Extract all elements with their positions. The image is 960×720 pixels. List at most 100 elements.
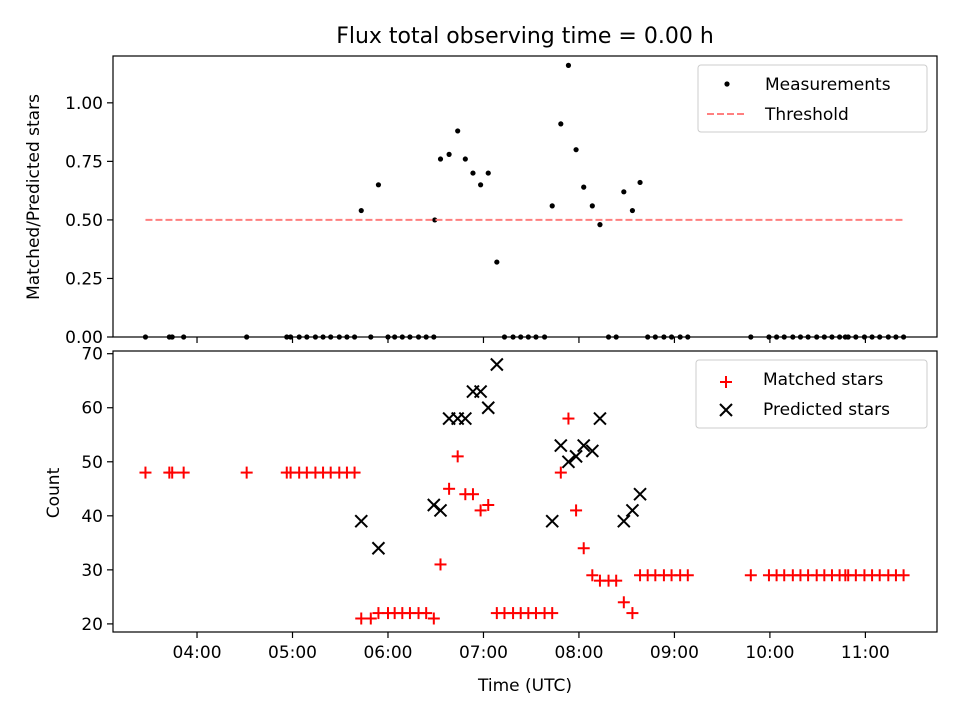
measurements-point xyxy=(589,203,595,209)
bottom-panel-y-tick-label: 40 xyxy=(81,507,103,527)
predicted-stars-point xyxy=(481,401,495,415)
measurements-point xyxy=(437,156,444,162)
bottom-panel-x-tick-label: 09:00 xyxy=(650,643,699,663)
bottom-panel-x-tick-label: 04:00 xyxy=(173,643,222,663)
measurements-point xyxy=(485,170,491,176)
predicted-stars-point xyxy=(577,438,591,453)
measurements-point xyxy=(494,259,500,265)
legend-matched-stars-label: Matched stars xyxy=(763,370,883,390)
predicted-stars-point xyxy=(354,514,368,528)
matched-stars-point xyxy=(586,569,599,582)
bottom-panel-y-tick-label: 60 xyxy=(81,399,103,419)
top-panel-y-axis-label: Matched/Predicted stars xyxy=(24,94,44,300)
measurements-point xyxy=(629,207,636,214)
legend-measurements-label: Measurements xyxy=(765,75,891,95)
top-panel-frame xyxy=(112,55,938,338)
measurements-point xyxy=(549,203,555,209)
bottom-panel-x-axis-label: Time (UTC) xyxy=(477,676,572,696)
measurements-point xyxy=(558,121,564,127)
predicted-stars-point xyxy=(473,384,488,399)
predicted-stars-point xyxy=(617,514,631,528)
measurements-point xyxy=(565,62,572,68)
legend-predicted-stars-marker xyxy=(719,403,733,417)
top-panel-legend-box xyxy=(697,64,928,133)
matched-stars-point xyxy=(443,482,456,495)
matched-stars-point xyxy=(897,569,910,582)
predicted-stars-point xyxy=(593,411,607,426)
bottom-panel-y-tick-label: 20 xyxy=(81,615,103,635)
top-panel-y-tick-label: 0.75 xyxy=(65,152,103,172)
top-panel-axes: 0.00 0.25 0.50 0.75 1.00 xyxy=(65,94,866,348)
top-panel-legend: Measurements Threshold xyxy=(697,64,928,133)
matched-stars-point xyxy=(744,569,757,582)
bottom-panel-x-tick-label: 06:00 xyxy=(363,643,412,663)
legend-measurements-marker xyxy=(724,81,730,87)
top-panel-y-tick-label: 0.50 xyxy=(65,211,103,231)
bottom-panel-x-tick-label: 11:00 xyxy=(841,643,890,663)
predicted-stars-point xyxy=(554,438,568,453)
bottom-panel-y-axis-label: Count xyxy=(44,467,64,518)
bottom-panel-legend: Matched stars Predicted stars xyxy=(695,359,928,429)
predicted-stars-point xyxy=(561,455,576,469)
bottom-panel-y-tick-label: 30 xyxy=(81,561,103,581)
top-panel: 0.00 0.25 0.50 0.75 1.00 Matched/Predicted s… xyxy=(24,55,938,348)
matched-stars-point xyxy=(451,450,464,463)
measurements-point xyxy=(358,207,364,214)
matched-stars-point xyxy=(427,612,440,625)
matched-stars-point xyxy=(474,504,487,517)
bottom-panel-axes: 20 30 40 50 60 70 04:00 05:00 06:00 07:00 08:00 09:… xyxy=(81,345,890,663)
predicted-stars-point xyxy=(569,449,583,464)
matched-stars-point xyxy=(610,574,623,587)
matched-stars-point xyxy=(466,488,479,501)
matched-stars-point xyxy=(482,499,495,512)
bottom-panel-x-tick-label: 08:00 xyxy=(554,643,603,663)
top-panel-y-tick-label: 0.25 xyxy=(65,269,103,289)
bottom-panel-y-tick-label: 50 xyxy=(81,453,103,473)
top-panel-y-tick-label: 1.00 xyxy=(65,94,103,114)
measurements-point xyxy=(470,170,476,176)
bottom-panel-frame xyxy=(112,350,938,633)
legend-predicted-stars-label: Predicted stars xyxy=(763,400,890,420)
bottom-panel-x-tick-label: 10:00 xyxy=(745,643,794,663)
matched-stars-point xyxy=(434,558,447,571)
matched-stars-point xyxy=(570,504,583,517)
predicted-stars-point xyxy=(371,541,386,555)
measurements-point xyxy=(637,179,643,186)
matched-stars-point xyxy=(348,466,361,479)
measurements-point xyxy=(573,147,579,153)
measurements-point xyxy=(621,189,627,195)
matched-stars-point xyxy=(420,607,433,620)
matched-stars-point xyxy=(577,542,590,555)
bottom-panel-plot-area xyxy=(139,357,910,625)
measurements-point xyxy=(446,151,452,157)
matched-stars-point xyxy=(364,612,377,625)
matched-stars-point xyxy=(139,466,152,479)
predicted-stars-point xyxy=(458,411,473,426)
bottom-panel-legend-box xyxy=(695,359,928,429)
bottom-panel: 20 30 40 50 60 70 04:00 05:00 06:00 07:00 08:00 09:… xyxy=(44,345,938,696)
predicted-stars-point xyxy=(585,444,600,458)
matched-stars-point xyxy=(240,466,253,479)
top-panel-title: Flux total observing time = 0.00 h xyxy=(336,24,714,49)
matched-stars-point xyxy=(681,569,694,582)
predicted-stars-point xyxy=(633,487,647,501)
legend-threshold-label: Threshold xyxy=(764,105,849,125)
legend-matched-stars-marker xyxy=(720,376,732,388)
predicted-stars-point xyxy=(625,503,640,518)
bottom-panel-y-tick-label: 70 xyxy=(81,345,103,365)
matched-stars-point xyxy=(562,412,575,425)
bottom-panel-x-tick-label: 07:00 xyxy=(459,643,508,663)
measurements-point xyxy=(462,156,468,162)
matched-stars-point xyxy=(546,607,559,620)
measurements-point xyxy=(432,217,438,223)
bottom-panel-x-tick-label: 05:00 xyxy=(268,643,317,663)
matched-stars-point xyxy=(626,607,639,620)
measurements-point xyxy=(478,182,484,188)
matched-stars-point xyxy=(166,466,179,479)
matched-stars-point xyxy=(617,596,630,609)
measurements-point xyxy=(455,128,461,134)
predicted-stars-point xyxy=(433,503,448,518)
measurements-point xyxy=(581,184,587,190)
predicted-stars-point xyxy=(490,357,504,372)
